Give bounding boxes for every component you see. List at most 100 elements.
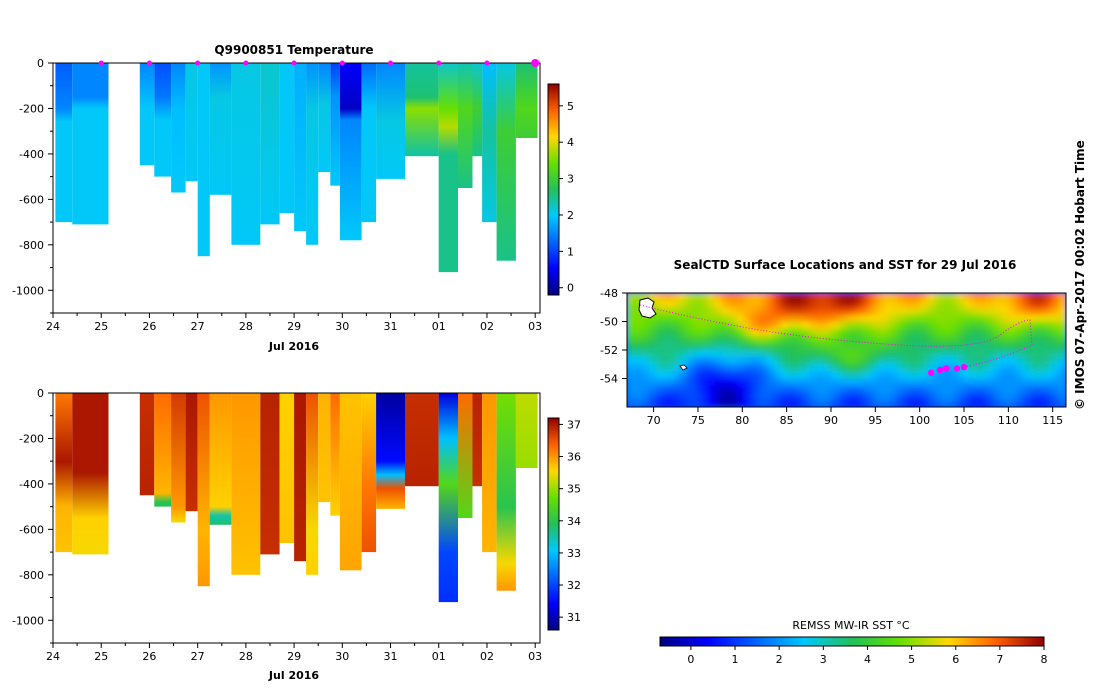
profile-column	[515, 393, 538, 468]
x-tick-label: 30	[335, 650, 349, 663]
profile-column	[482, 63, 497, 223]
x-tick-label: 25	[94, 650, 108, 663]
x-tick-label: 24	[46, 320, 60, 333]
profile-column	[330, 63, 340, 186]
map-colorbar-tick-label: 1	[732, 653, 739, 666]
y-tick-label: -600	[19, 523, 44, 536]
colorbar-tick-label: 3	[567, 173, 574, 186]
colorbar-tick-label: 31	[567, 611, 581, 624]
profile-marker	[291, 60, 297, 66]
y-tick-label: -800	[19, 569, 44, 582]
profile-column	[260, 63, 280, 225]
profile-column	[458, 63, 473, 188]
profile-column	[55, 393, 73, 553]
colorbar-tick-label: 37	[567, 418, 581, 431]
profile-marker	[98, 60, 104, 66]
y-tick-label: -1000	[12, 284, 44, 297]
profile-column	[72, 63, 109, 225]
x-tick-label: 01	[432, 320, 446, 333]
profile-marker	[388, 60, 394, 66]
profile-marker	[339, 60, 345, 66]
profile-column	[306, 63, 319, 245]
map-x-tick-label: 100	[909, 414, 930, 427]
x-tick-label: 27	[191, 650, 205, 663]
profile-column	[171, 63, 186, 193]
map-colorbar-bar	[659, 636, 1045, 647]
profile-column	[72, 393, 109, 555]
profile-marker	[484, 60, 490, 66]
map-colorbar-tick-label: 4	[864, 653, 871, 666]
profile-marker	[436, 60, 442, 66]
map-colorbar-tick-label: 5	[908, 653, 915, 666]
map-y-tick-label: -54	[600, 373, 618, 386]
profile-column	[438, 63, 458, 273]
island-shape	[638, 297, 657, 319]
colorbar-tick-label: 2	[567, 209, 574, 222]
profile-column	[438, 393, 458, 603]
y-tick-label: -800	[19, 239, 44, 252]
profile-column	[55, 63, 73, 223]
y-tick-label: -200	[19, 432, 44, 445]
y-tick-label: 0	[37, 387, 44, 400]
profile-column	[154, 63, 172, 177]
profile-column	[154, 393, 172, 507]
profile-column	[294, 63, 307, 232]
second-xlabel: Jul 2016	[268, 669, 319, 682]
map-x-tick-label: 85	[780, 414, 794, 427]
x-tick-label: 28	[239, 320, 253, 333]
map-x-tick-label: 105	[954, 414, 975, 427]
profile-column	[171, 393, 186, 523]
seal-position-marker	[943, 365, 950, 372]
x-tick-label: 25	[94, 320, 108, 333]
temperature-panel: 24 25 26 27 28 29 30 31 01 02 030-200-400-600-800-…	[12, 57, 574, 333]
colorbar-tick-label: 5	[567, 100, 574, 113]
colorbar-tick-label: 0	[567, 282, 574, 295]
x-tick-label: 24	[46, 650, 60, 663]
profile-column	[306, 393, 319, 575]
sst-field	[627, 293, 1066, 407]
x-tick-label: 26	[142, 320, 156, 333]
profile-column	[361, 393, 377, 553]
colorbar-tick-label: 1	[567, 245, 574, 258]
x-tick-label: 02	[480, 320, 494, 333]
profile-column	[405, 63, 439, 157]
temperature-title: Q9900851 Temperature	[214, 43, 373, 57]
plot-frame	[52, 392, 541, 644]
map-x-tick-label: 75	[691, 414, 705, 427]
profile-column	[515, 63, 538, 138]
profile-column	[185, 63, 198, 182]
profile-column	[294, 393, 307, 562]
map-colorbar-tick-label: 2	[776, 653, 783, 666]
profile-marker	[195, 60, 201, 66]
colorbar-tick-label: 4	[567, 136, 574, 149]
colorbar	[547, 83, 560, 296]
map-colorbar-tick-label: 0	[687, 653, 694, 666]
colorbar-tick-label: 34	[567, 515, 581, 528]
profile-column	[339, 63, 362, 241]
map-colorbar-tick-label: 8	[1041, 653, 1048, 666]
profile-column	[376, 63, 405, 179]
y-tick-label: -1000	[12, 614, 44, 627]
profile-column	[279, 63, 295, 213]
profile-column	[318, 393, 331, 503]
island-shape	[679, 364, 688, 371]
profile-column	[318, 63, 331, 173]
map-x-tick-label: 70	[647, 414, 661, 427]
profile-column	[231, 393, 261, 575]
map-y-tick-label: -50	[600, 316, 618, 329]
map-colorbar-tick-label: 7	[996, 653, 1003, 666]
profile-marker	[531, 59, 540, 67]
map-x-tick-label: 115	[1042, 414, 1063, 427]
seal-position-marker	[953, 365, 961, 372]
profile-column	[339, 393, 362, 571]
y-tick-label: -200	[19, 102, 44, 115]
profile-column	[330, 393, 340, 516]
x-tick-label: 01	[432, 650, 446, 663]
map-x-tick-label: 110	[998, 414, 1019, 427]
profile-column	[361, 63, 377, 223]
map-y-tick-label: -48	[600, 287, 618, 300]
map-colorbar-tick-label: 3	[820, 653, 827, 666]
profile-column	[197, 393, 210, 587]
temperature-xlabel: Jul 2016	[268, 340, 319, 353]
